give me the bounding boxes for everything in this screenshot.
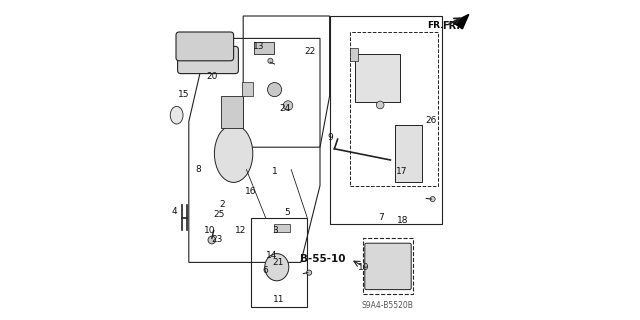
FancyBboxPatch shape	[178, 46, 239, 74]
Bar	[254, 42, 274, 54]
Text: 16: 16	[246, 188, 257, 196]
Text: 13: 13	[253, 42, 265, 51]
Text: 10: 10	[204, 226, 215, 235]
Text: 19: 19	[358, 263, 370, 272]
Ellipse shape	[265, 253, 289, 281]
Text: FR.: FR.	[427, 21, 443, 30]
Circle shape	[208, 236, 216, 244]
Text: 11: 11	[273, 295, 284, 304]
Bar	[355, 54, 400, 102]
Polygon shape	[453, 14, 468, 29]
Bar	[251, 218, 307, 307]
Text: 12: 12	[236, 226, 246, 235]
Bar	[274, 224, 290, 232]
Text: 1: 1	[272, 167, 277, 176]
Bar	[396, 125, 422, 182]
Text: 24: 24	[279, 104, 291, 113]
Text: 17: 17	[396, 167, 407, 176]
FancyBboxPatch shape	[176, 32, 234, 61]
Text: 15: 15	[178, 90, 189, 99]
Text: 6: 6	[263, 266, 268, 275]
Text: 4: 4	[172, 207, 177, 216]
FancyBboxPatch shape	[365, 243, 412, 290]
Text: 14: 14	[266, 252, 277, 260]
Text: S9A4-B5520B: S9A4-B5520B	[361, 301, 413, 310]
Text: 5: 5	[285, 208, 290, 217]
Ellipse shape	[214, 125, 253, 182]
Bar	[351, 48, 358, 61]
Text: 18: 18	[397, 216, 408, 225]
Circle shape	[268, 58, 273, 63]
Circle shape	[376, 101, 384, 109]
Bar	[242, 82, 253, 96]
Text: 9: 9	[328, 133, 333, 142]
Text: 2: 2	[220, 200, 225, 209]
Bar	[351, 32, 438, 186]
Text: 21: 21	[272, 258, 284, 267]
Text: 26: 26	[426, 116, 437, 124]
Text: 22: 22	[304, 47, 316, 56]
Text: 23: 23	[211, 236, 223, 244]
Circle shape	[283, 101, 293, 110]
Circle shape	[430, 196, 435, 202]
Text: FR.: FR.	[442, 20, 460, 31]
Ellipse shape	[170, 106, 183, 124]
Text: B-55-10: B-55-10	[300, 254, 346, 264]
Text: 25: 25	[214, 210, 225, 219]
Text: 7: 7	[378, 213, 383, 222]
Text: 3: 3	[273, 226, 278, 235]
Bar	[364, 238, 413, 294]
Text: 8: 8	[195, 165, 200, 174]
Circle shape	[307, 270, 312, 275]
Circle shape	[268, 83, 282, 97]
Bar	[221, 96, 243, 128]
Text: 20: 20	[207, 72, 218, 81]
